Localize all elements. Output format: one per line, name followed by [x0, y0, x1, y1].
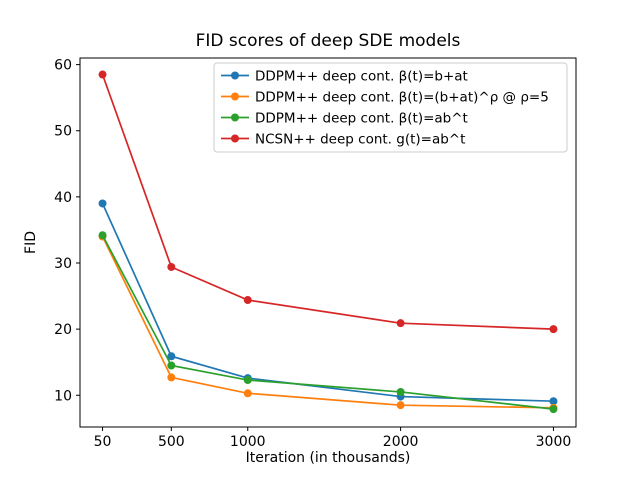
legend-marker: [231, 92, 239, 101]
series-marker-1: [167, 373, 176, 382]
legend-label-0: DDPM++ deep cont. β(t)=b+at: [255, 69, 468, 85]
x-axis-label: Iteration (in thousands): [246, 450, 411, 466]
y-tick-label: 20: [54, 322, 72, 338]
series-marker-3: [98, 70, 107, 79]
y-tick-label: 60: [54, 58, 72, 74]
series-marker-3: [396, 319, 405, 328]
plot-frame: [79, 57, 577, 428]
chart-title: FID scores of deep SDE models: [196, 31, 461, 51]
series-marker-0: [98, 199, 107, 208]
legend-label-1: DDPM++ deep cont. β(t)=(b+at)^ρ @ ρ=5: [255, 90, 549, 106]
series-marker-1: [243, 389, 252, 398]
legend-label-3: NCSN++ deep cont. g(t)=ab^t: [255, 132, 465, 148]
y-tick-label: 30: [54, 256, 72, 272]
legend-label-2: DDPM++ deep cont. β(t)=ab^t: [255, 111, 468, 127]
x-tick-label: 50: [94, 434, 112, 450]
x-tick-label: 1000: [230, 434, 266, 450]
x-tick-label: 500: [158, 434, 185, 450]
axes-frame: 50 500 1000 2000 3000 10 20 30 40 50 60: [54, 57, 577, 450]
legend: DDPM++ deep cont. β(t)=b+at DDPM++ deep c…: [213, 62, 568, 153]
legend-box: [213, 62, 568, 153]
y-tick-label: 10: [54, 388, 72, 404]
legend-marker: [231, 71, 239, 80]
series-marker-2: [243, 376, 252, 385]
series-marker-0: [167, 352, 176, 361]
series-marker-0: [549, 397, 558, 406]
series-line-0: [101, 203, 554, 403]
legend-marker: [231, 113, 239, 122]
legend-marker: [231, 134, 239, 143]
y-axis-label: FID: [23, 231, 39, 254]
x-tick-label: 3000: [536, 434, 572, 450]
series-marker-3: [167, 262, 176, 271]
y-tick-label: 40: [54, 190, 72, 206]
series-marker-2: [167, 361, 176, 370]
y-tick-label: 50: [54, 124, 72, 140]
series-marker-2: [549, 405, 558, 414]
data-series: [98, 70, 558, 414]
x-tick-label: 2000: [383, 434, 419, 450]
series-marker-2: [98, 231, 107, 240]
series-marker-3: [243, 296, 252, 305]
series-marker-3: [549, 325, 558, 334]
series-marker-1: [396, 401, 405, 410]
series-marker-2: [396, 387, 405, 396]
